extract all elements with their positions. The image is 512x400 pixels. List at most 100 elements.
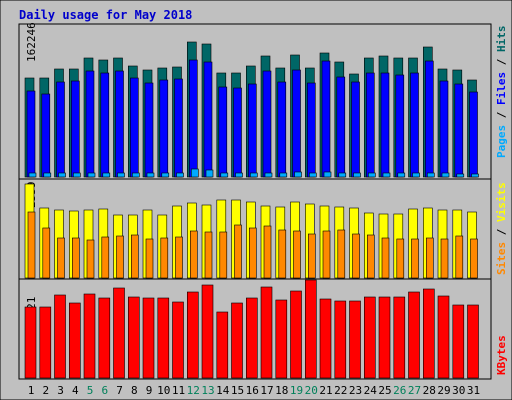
panel-hits-files-pages: 162246 Pages / Files / Hits: [18, 22, 508, 180]
hits_files_pages-pages-bar-day-31: [471, 173, 479, 178]
visits_sites-sites-bar-day-5: [86, 239, 95, 279]
hits_files_pages-files-bar-day-21: [321, 60, 331, 178]
day-label-3: 3: [57, 384, 64, 397]
kbytes-kbytes-bar-day-13: [201, 284, 214, 379]
visits_sites-sites-bar-day-10: [160, 237, 169, 279]
kbytes-kbytes-bar-day-23: [349, 300, 361, 379]
hits_files_pages-files-bar-day-13: [203, 61, 213, 178]
day-label-10: 10: [157, 384, 170, 397]
kbytes-kbytes-bar-day-22: [334, 300, 347, 379]
kbytes-kbytes-bar-day-9: [142, 297, 155, 379]
day-label-5: 5: [87, 384, 94, 397]
hits_files_pages-files-bar-day-9: [144, 82, 154, 178]
hits_files_pages-files-bar-day-2: [41, 93, 51, 178]
hits_files_pages-files-bar-day-14: [218, 86, 228, 178]
visits_sites-sites-bar-day-16: [249, 227, 257, 279]
visits_sites-sites-bar-day-31: [470, 238, 478, 279]
kbytes-kbytes-bar-day-1: [24, 306, 37, 379]
hits_files_pages-files-bar-day-23: [351, 81, 360, 178]
hits_files_pages-pages-bar-day-6: [102, 172, 111, 178]
visits_sites-sites-bar-day-14: [219, 231, 228, 279]
hits_files_pages-files-bar-day-19: [292, 69, 301, 178]
kbytes-kbytes-bar-day-28: [422, 288, 435, 379]
hits_files_pages-files-bar-day-28: [424, 60, 434, 178]
visits_sites-sites-bar-day-3: [57, 237, 65, 279]
hits_files_pages-pages-bar-day-10: [161, 172, 170, 178]
hits_files_pages-files-bar-day-1: [26, 90, 36, 178]
day-label-17: 17: [260, 384, 273, 397]
kbytes-kbytes-bar-day-26: [393, 296, 406, 379]
visits_sites-sites-bar-day-27: [411, 238, 419, 279]
hits_files_pages-pages-bar-day-25: [382, 172, 391, 178]
hits_files_pages-files-bar-day-12: [189, 59, 198, 178]
hits_files_pages-pages-bar-day-22: [338, 172, 347, 178]
svg-text:KBytes: KBytes: [495, 335, 508, 375]
visits_sites-sites-bar-day-30: [455, 235, 464, 279]
day-label-1: 1: [28, 384, 35, 397]
kbytes-kbytes-bar-day-17: [260, 286, 273, 379]
visits_sites-sites-bar-day-2: [42, 227, 51, 279]
svg-text:Sites / Visits: Sites / Visits: [495, 182, 508, 275]
day-label-11: 11: [172, 384, 185, 397]
visits_sites-sites-bar-day-1: [27, 211, 36, 279]
hits_files_pages-files-bar-day-22: [336, 76, 346, 178]
kbytes-kbytes-bar-day-29: [437, 295, 450, 379]
kbytes-kbytes-bar-day-6: [98, 297, 111, 379]
hits_files_pages-files-bar-day-7: [115, 70, 124, 178]
hits_files_pages-files-bar-day-5: [85, 70, 95, 178]
hits_files_pages-pages-bar-day-28: [426, 172, 435, 178]
day-label-26: 26: [393, 384, 406, 397]
day-label-12: 12: [187, 384, 200, 397]
hits_files_pages-files-bar-day-17: [262, 70, 272, 178]
day-label-6: 6: [101, 384, 108, 397]
visits-legend: Sites / Visits: [495, 182, 508, 275]
hits-max-label: 162246: [25, 22, 38, 62]
hits_files_pages-pages-bar-day-19: [294, 171, 302, 178]
day-label-14: 14: [216, 384, 230, 397]
hits-legend: Pages / Files / Hits: [495, 26, 508, 159]
hits_files_pages-files-bar-day-8: [130, 77, 139, 178]
panel-kbytes: 9369221 KBytes: [18, 278, 508, 380]
hits_files_pages-files-bar-day-30: [454, 83, 464, 178]
panel-visits-sites: 2339 Sites / Visits: [18, 178, 508, 280]
visits_sites-sites-bar-day-15: [234, 224, 242, 279]
day-label-21: 21: [319, 384, 332, 397]
hits_files_pages-pages-bar-day-17: [264, 172, 273, 178]
hits_files_pages-pages-bar-day-12: [191, 168, 199, 178]
hits_files_pages-pages-bar-day-11: [176, 172, 184, 178]
hits_files_pages-files-bar-day-16: [248, 83, 257, 178]
hits_files_pages-pages-bar-day-13: [205, 169, 214, 178]
day-label-25: 25: [378, 384, 391, 397]
visits_sites-sites-bar-day-9: [145, 238, 154, 279]
visits_sites-sites-bar-day-22: [337, 229, 346, 279]
visits_sites-sites-bar-day-18: [278, 229, 287, 279]
day-label-19: 19: [290, 384, 303, 397]
kbytes-kbytes-bar-day-12: [187, 291, 199, 379]
day-label-9: 9: [146, 384, 153, 397]
day-label-24: 24: [364, 384, 378, 397]
hits_files_pages-files-bar-day-11: [174, 78, 183, 178]
visits_sites-sites-bar-day-11: [175, 236, 183, 279]
day-label-2: 2: [42, 384, 49, 397]
day-label-29: 29: [437, 384, 450, 397]
day-labels: 1 2 3 4 5 6 7 8 9 10 11 12 13 14 15 16 17 18 19 20 21 22 23 24 2…: [28, 384, 480, 397]
day-label-27: 27: [408, 384, 421, 397]
kbytes-kbytes-bar-day-4: [69, 302, 81, 379]
hits_files_pages-pages-bar-day-5: [87, 172, 96, 178]
day-label-8: 8: [131, 384, 138, 397]
visits_sites-sites-bar-day-25: [381, 237, 390, 279]
kbytes-kbytes-bar-day-25: [378, 296, 391, 379]
hits_files_pages-pages-bar-day-26: [397, 172, 406, 178]
hits_files_pages-files-bar-day-3: [56, 81, 65, 178]
visits_sites-sites-bar-day-23: [352, 233, 360, 279]
kbytes-kbytes-bar-day-11: [172, 301, 184, 379]
hits_files_pages-files-bar-day-15: [233, 87, 242, 178]
hits_files_pages-pages-bar-day-24: [367, 172, 376, 178]
legend-sites: Sites: [495, 242, 508, 275]
kbytes-kbytes-bar-day-18: [275, 299, 288, 379]
legend-hits: Hits: [495, 26, 508, 53]
hits_files_pages-files-bar-day-31: [469, 91, 478, 178]
hits_files_pages-pages-bar-day-16: [250, 172, 258, 178]
hits_files_pages-files-bar-day-29: [439, 80, 449, 178]
